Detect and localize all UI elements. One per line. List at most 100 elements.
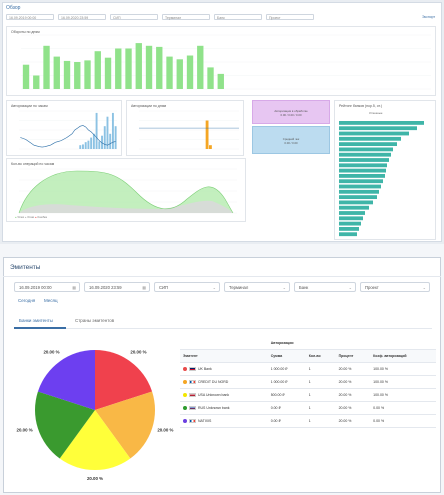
chevron-down-icon: ⌄ [212,285,216,290]
hourly-bar [109,133,112,149]
flag-icon [189,367,196,372]
daily-turnover-panel: Обороты по дням [6,26,436,96]
rating-bar [339,205,369,210]
rating-bar [339,221,361,226]
dash-terminal-select[interactable]: Терминал [162,14,210,20]
rating-bar [339,142,397,147]
rating-bar [339,216,363,221]
rating-bar [339,147,393,152]
period-month-link[interactable]: Месяц [44,298,58,303]
issuer-cell: UK Bank [180,362,268,376]
pie-slice[interactable] [35,391,95,459]
issuer-name: NATIXIS [198,418,212,423]
rating-bar [339,136,401,141]
avg-check-box: Средний чек 0.00 / 0.00 [252,126,330,154]
hourly-auth-chart [19,110,117,150]
legend-error: Ошибка [37,216,47,219]
active-tab-indicator [14,327,66,329]
table-row[interactable]: CREDIT DU NORD 1 000.00 ₽1 20.00 % 100.00 % [180,375,436,389]
table-row[interactable]: NATIXIS 0.00 ₽1 20.00 % 0.00 % [180,414,436,428]
table-row[interactable]: RUS Unknown bank 0.00 ₽1 20.00 % 0.00 % [180,401,436,415]
rating-bar [339,232,357,237]
daily-bar [63,60,71,89]
flag-icon [189,406,196,411]
count-cell: 1 [305,375,336,389]
hourly-auth-panel: Авторизации по часам [6,100,122,156]
date-to-input[interactable]: 16.09.2020 23:59 ▦ [84,282,150,292]
issuers-table: Авторизации Эмитент Сумма Кол-во Процент… [180,337,436,428]
count-cell: 1 [305,388,336,402]
date-from-value: 16.09.2019 00:00 [19,285,52,290]
col-count: Кол-во [305,349,336,363]
tabs-divider [14,328,432,329]
issuers-pie-chart: 20.00 % 20.00 % 20.00 % 20.00 % 20.00 % [17,349,174,480]
project-select[interactable]: Проект ⌄ [360,282,430,292]
dashboard-title: Обзор [6,5,21,11]
legend-decline: Отказ [27,216,35,219]
hourly-auth-title: Авторизации по часам [11,104,48,108]
hourly-bar [95,112,98,149]
daily-turnover-title: Обороты по дням [11,30,40,34]
dash-bank-select[interactable]: Банк [214,14,262,20]
pie-slice[interactable] [59,410,131,470]
pie-slice[interactable] [95,350,153,410]
rating-bar [339,200,373,205]
dash-date-to[interactable]: 16.09.2020 23:59 [58,14,106,20]
daily-bar [156,46,163,89]
dash-date-from[interactable]: 16.09.2019 00:00 [6,14,54,20]
rating-bar [339,211,365,215]
tab-issuer-countries[interactable]: Страны эмитентов [75,318,115,323]
bank-select[interactable]: Банк ⌄ [294,282,356,292]
bank-rating-panel: Рейтинг банков (пор.5, от.) Успешные [334,100,436,240]
table-row[interactable]: UK Bank 1 000.00 ₽1 20.00 % 100.00 % [180,362,436,376]
pie-label: 20.00 % [157,428,173,433]
weekday-auth-panel: Авторизации по дням [126,100,244,156]
series-dot-icon [183,393,187,398]
rating-bar [339,179,383,184]
issuer-cell: RUS Unknown bank [180,401,268,415]
col-ratio: Коэф. авторизаций [370,349,436,363]
date-from-input[interactable]: 16.09.2019 00:00 ▦ [14,282,80,292]
period-today-link[interactable]: Сегодня [18,298,36,303]
hourly-bar [82,144,84,149]
bank-rating-chart [339,121,424,237]
sip-value: СИП [159,285,169,290]
weekday-bar [205,120,209,149]
count-cell: 1 [305,401,336,415]
percent-cell: 20.00 % [335,388,371,402]
sum-cell: 1 000.00 ₽ [267,362,306,376]
ops-legend: ● Успех ● Отказ ● Ошибка [15,216,47,219]
rating-bar [339,184,381,189]
weekday-auth-title: Авторизации по дням [131,104,167,108]
issuer-name: UK Bank [198,366,212,371]
pie-slice[interactable] [37,350,95,410]
daily-bar [33,75,40,89]
daily-bar [166,56,173,89]
rating-bar [339,121,424,125]
issuers-table-wrap: Авторизации Эмитент Сумма Кол-во Процент… [180,337,436,428]
rating-bar [339,131,409,136]
pie-label: 20.00 % [43,349,59,354]
sip-select[interactable]: СИП ⌄ [154,282,220,292]
daily-bar [94,51,101,89]
pie-slice[interactable] [95,391,155,459]
count-cell: 1 [305,362,336,376]
bank-value: Банк [299,285,309,290]
terminal-select[interactable]: Терминал ⌄ [224,282,290,292]
tab-issuer-banks[interactable]: Банки эмитенты [19,318,53,323]
daily-bar [125,48,132,89]
chevron-down-icon: ⌄ [422,285,426,290]
daily-turnover-chart [21,34,431,90]
issuer-name: CREDIT DU NORD [198,379,229,384]
dash-project-select[interactable]: Проект [266,14,314,20]
sum-cell: 0.00 ₽ [267,414,306,428]
table-row[interactable]: USA Unknown bank 500.00 ₽1 20.00 % 100.00 % [180,388,436,402]
flag-icon [189,380,196,385]
dash-sip-select[interactable]: СИП [110,14,158,20]
calendar-icon: ▦ [142,285,146,290]
pie-label: 20.00 % [87,476,103,480]
export-link[interactable]: Экспорт [422,15,436,19]
processing-box-value: 0.00 / 0.00 / 0.00 [280,113,302,117]
rating-bar [339,189,379,194]
sum-cell: 0.00 ₽ [267,401,306,415]
